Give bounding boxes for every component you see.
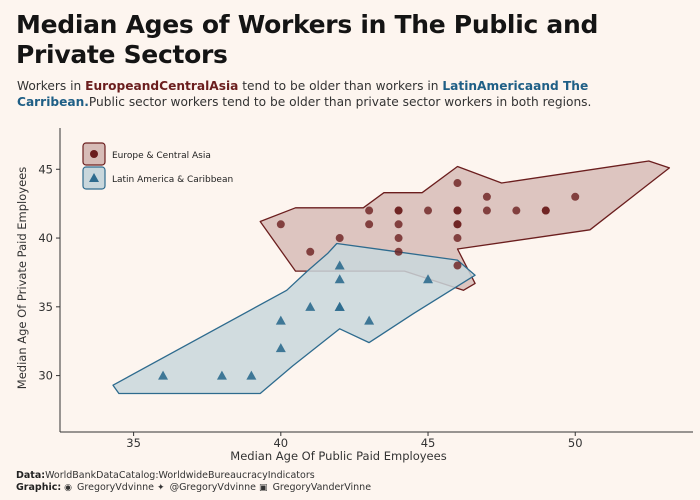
point-europe-central-asia [453,261,462,270]
point-latin-america-caribbean [246,370,257,380]
point-europe-central-asia [482,192,491,201]
chart-subtitle: Workers in EuropeandCentralAsia tend to … [17,78,687,110]
caption-data-source: WorldBankDataCatalog:WorldwideBureaucrac… [45,470,315,481]
linkedin-icon: ▣ [259,483,268,493]
y-axis-label: Median Age Of Private Paid Employees [15,167,29,389]
github-icon: ◉ [64,483,73,493]
point-latin-america-caribbean [334,301,345,311]
point-europe-central-asia [394,234,403,243]
point-latin-america-caribbean [364,315,375,325]
point-europe-central-asia [512,206,521,215]
caption-twitter[interactable]: @GregoryVdvinne [166,482,257,493]
point-latin-america-caribbean [305,301,316,311]
x-axis-label: Median Age Of Public Paid Employees [230,449,446,463]
subtitle-mid: tend to be older than workers in [238,79,443,93]
point-europe-central-asia [482,206,491,215]
y-tick-label: 30 [38,369,53,383]
y-tick-label: 35 [38,300,53,314]
point-latin-america-caribbean [423,274,434,284]
twitter-icon: ✦ [157,483,165,493]
point-latin-america-caribbean [334,260,345,270]
x-tick-label: 40 [273,436,288,450]
legend-label: Europe & Central Asia [112,151,211,161]
point-europe-central-asia [365,220,374,229]
hull-latin-america-caribbean [112,242,476,395]
point-europe-central-asia [453,234,462,243]
subtitle-pre: Workers in [17,79,86,93]
point-europe-central-asia [453,179,462,188]
caption-data-line: Data:WorldBankDataCatalog:WorldwideBurea… [16,470,686,482]
point-latin-america-caribbean [216,370,227,380]
caption-data-label: Data: [16,470,46,481]
point-europe-central-asia [453,220,462,229]
legend-triangle-marker [89,173,99,182]
legend-label: Latin America & Caribbean [112,175,233,185]
point-latin-america-caribbean [158,370,169,380]
point-europe-central-asia [306,247,315,256]
point-latin-america-caribbean [334,274,345,284]
caption-github[interactable]: GregoryVdvinne [74,482,154,493]
point-europe-central-asia [335,234,344,243]
point-europe-central-asia [453,206,462,215]
legend-circle-marker [90,150,98,158]
y-tick-label: 40 [38,231,53,245]
x-tick-label: 45 [421,436,436,450]
point-europe-central-asia [541,206,550,215]
chart-title: Median Ages of Workers in The Public and… [16,10,599,69]
point-latin-america-caribbean [275,315,286,325]
point-europe-central-asia [424,206,433,215]
caption-graphic-label: Graphic: [16,482,62,493]
point-europe-central-asia [276,220,285,229]
y-tick-label: 45 [38,162,53,176]
chart-caption: Data:WorldBankDataCatalog:WorldwideBurea… [16,470,686,494]
point-europe-central-asia [571,192,580,201]
x-tick-label: 50 [568,436,583,450]
x-tick-label: 35 [126,436,141,450]
subtitle-post: Public sector workers tend to be older t… [88,95,592,109]
point-latin-america-caribbean [275,343,286,353]
subtitle-group-eca: EuropeandCentralAsia [85,79,239,93]
point-europe-central-asia [365,206,374,215]
point-europe-central-asia [394,206,403,215]
caption-graphic-line: Graphic: ◉ GregoryVdvinne ✦ @GregoryVdvinn… [16,482,686,494]
point-europe-central-asia [394,220,403,229]
point-europe-central-asia [394,247,403,256]
subtitle-group-lac: LatinAmericaand The Carribean. [17,79,589,109]
caption-linkedin[interactable]: GregoryVanderVinne [269,482,372,493]
